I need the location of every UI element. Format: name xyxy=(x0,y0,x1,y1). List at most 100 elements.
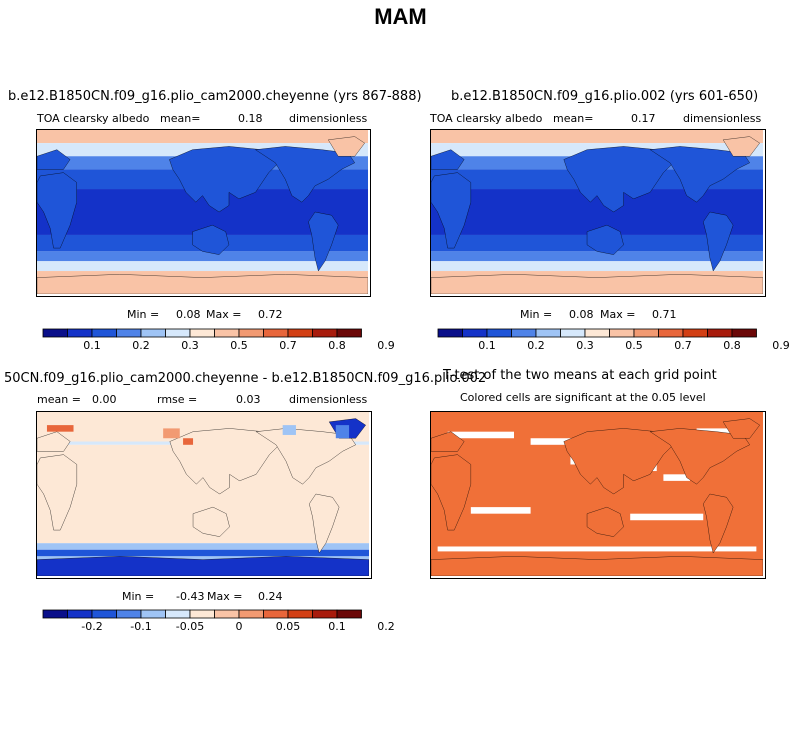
panel2-colorbar-tick-label: 0.7 xyxy=(674,339,692,352)
panel2-colorbar-swatch xyxy=(609,328,635,338)
panel2-colorbar-swatch xyxy=(486,328,512,338)
panel1-title: b.e12.B1850CN.f09_g16.plio_cam2000.cheye… xyxy=(8,89,422,104)
panel1-colorbar-swatch xyxy=(67,328,93,338)
panel1-colorbar-swatch xyxy=(91,328,117,338)
panel3-colorbar-swatch xyxy=(189,609,215,619)
panel1-colorbar-swatch xyxy=(312,328,338,338)
panel1-colorbar-swatch xyxy=(263,328,289,338)
panel4-nonsignificant-cell xyxy=(447,431,514,439)
panel2-mean-label: mean= xyxy=(553,112,594,125)
panel2-title: b.e12.B1850CN.f09_g16.plio.002 (yrs 601-… xyxy=(451,89,759,104)
panel3-colorbar-tick-label: 0.1 xyxy=(328,620,346,633)
panel1-colorbar-swatch xyxy=(238,328,264,338)
panel3-coastline-south-america xyxy=(309,494,339,553)
panel4-coastline-greenland xyxy=(723,419,760,439)
panel2-max-label: Max = xyxy=(600,308,636,321)
panel2-coastline-africa xyxy=(431,173,471,248)
panel3-anomaly-patch xyxy=(183,438,194,445)
panel2-mean-value: 0.17 xyxy=(631,112,656,125)
panel3-max-value: 0.24 xyxy=(258,590,283,603)
panel3-rmse-value: 0.03 xyxy=(236,393,261,406)
panel3-coastline-africa xyxy=(37,455,77,530)
panel2-coastline-greenland xyxy=(723,137,760,157)
panel2-colorbar-swatch xyxy=(658,328,684,338)
panel3-anomaly-patch xyxy=(46,425,74,432)
panel1-colorbar-tick-label: 0.1 xyxy=(83,339,101,352)
panel3-colorbar-tick-label: -0.1 xyxy=(130,620,151,633)
panel2-colorbar-tick-label: 0.1 xyxy=(478,339,496,352)
panel1-coastline-greenland xyxy=(328,137,364,157)
panel3-colorbar-swatch xyxy=(287,609,313,619)
panel3-coastline-antarctica xyxy=(37,556,369,576)
panel1-colorbar-tick-label: 0.7 xyxy=(279,339,297,352)
panel1-mean-value: 0.18 xyxy=(238,112,263,125)
panel4-nonsignificant-cell xyxy=(696,428,747,435)
panel3-colorbar-swatch xyxy=(116,609,142,619)
panel1-coastline-europe xyxy=(37,150,70,170)
panel2-field-band xyxy=(431,251,763,262)
panel4-nonsignificant-cell xyxy=(663,474,690,481)
panel2-colorbar-swatch xyxy=(462,328,488,338)
panel3-colorbar-svg: -0.2 -0.1 -0.05 0 0.05 0.1 0.2 xyxy=(42,609,395,633)
panel3-colorbar-tick-label: 0.2 xyxy=(377,620,395,633)
panel1-coastline-australia xyxy=(193,225,229,255)
panel1-colorbar-swatch xyxy=(189,328,215,338)
panel4-coastline-europe xyxy=(431,432,464,452)
panel4-coastline-africa xyxy=(431,455,471,530)
panel1-max-value: 0.72 xyxy=(258,308,283,321)
panel1-colorbar-swatch xyxy=(116,328,142,338)
panel1-field-band xyxy=(37,261,368,272)
panel1-colorbar-swatch xyxy=(336,328,362,338)
panel2-field-band xyxy=(431,261,763,272)
panel2-coastline-australia xyxy=(587,225,624,255)
panel3-mean-label: mean = xyxy=(37,393,81,406)
figure-title: MAM xyxy=(374,4,427,29)
panel1-colorbar-tick-label: 0.9 xyxy=(377,339,395,352)
panel3-map xyxy=(36,411,372,579)
panel3-min-label: Min = xyxy=(122,590,155,603)
panel4-nonsignificant-cell xyxy=(630,513,704,521)
panel3-colorbar-tick-label: -0.05 xyxy=(176,620,204,633)
panel2-colorbar-swatch xyxy=(731,328,757,338)
panel3-mean-value: 0.00 xyxy=(92,393,117,406)
panel2-variable-label: TOA clearsky albedo xyxy=(430,112,543,125)
panel1-colorbar-swatch xyxy=(165,328,191,338)
panel2-colorbar-tick-label: 0.3 xyxy=(576,339,594,352)
panel2-colorbar-swatch xyxy=(682,328,708,338)
panel3-anomaly-patch xyxy=(282,425,296,435)
panel2-map-svg xyxy=(431,130,763,294)
panel1-min-label: Min = xyxy=(127,308,160,321)
panel2-colorbar-swatch xyxy=(535,328,561,338)
panel4-nonsignificant-cell xyxy=(470,507,531,514)
panel2-colorbar-tick-label: 0.8 xyxy=(723,339,741,352)
panel3-colorbar-swatch xyxy=(238,609,264,619)
panel3-colorbar-swatch xyxy=(312,609,338,619)
panel3-colorbar-tick-label: 0.05 xyxy=(276,620,301,633)
panel1-max-label: Max = xyxy=(206,308,242,321)
panel3-colorbar-swatch xyxy=(165,609,191,619)
panel3-colorbar-swatch xyxy=(336,609,362,619)
panel2-min-label: Min = xyxy=(520,308,553,321)
panel4-map xyxy=(430,411,766,579)
panel2-colorbar-swatch xyxy=(584,328,610,338)
panel2-min-value: 0.08 xyxy=(569,308,594,321)
panel1-field-band xyxy=(37,251,368,262)
panel1-min-value: 0.08 xyxy=(176,308,201,321)
panel1-mean-label: mean= xyxy=(160,112,201,125)
panel1-colorbar-swatch xyxy=(214,328,240,338)
panel2-units: dimensionless xyxy=(683,112,762,125)
panel4-nonsignificant-cell xyxy=(437,546,757,552)
panel2-colorbar-swatch xyxy=(633,328,659,338)
panel1-colorbar-swatch xyxy=(42,328,68,338)
panel1-coastline-south-america xyxy=(308,212,338,271)
panel3-coastline-australia xyxy=(193,507,230,537)
panel3-colorbar-swatch xyxy=(42,609,68,619)
panel3-colorbar-tick-label: 0 xyxy=(236,620,243,633)
panel2-max-value: 0.71 xyxy=(652,308,677,321)
panel3-field-band xyxy=(37,543,369,550)
panel3-anomaly-patch xyxy=(335,425,350,439)
panel2-map xyxy=(430,129,766,297)
panel1-map-svg xyxy=(37,130,368,294)
panel2-colorbar-tick-label: 0.2 xyxy=(527,339,545,352)
panel1-colorbar-svg: 0.1 0.2 0.3 0.5 0.7 0.8 0.9 xyxy=(42,328,395,352)
